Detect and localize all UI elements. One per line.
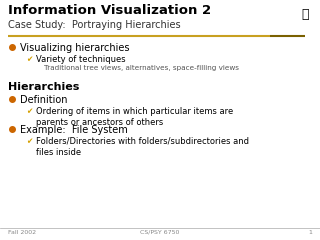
- Text: 🐝: 🐝: [301, 8, 309, 21]
- Text: Fall 2002: Fall 2002: [8, 230, 36, 235]
- Text: Hierarchies: Hierarchies: [8, 82, 79, 92]
- Text: ✔: ✔: [26, 137, 32, 146]
- Text: Visualizing hierarchies: Visualizing hierarchies: [20, 43, 130, 53]
- Text: ✔: ✔: [26, 107, 32, 116]
- Text: Example:  File System: Example: File System: [20, 125, 128, 135]
- Text: CS/PSY 6750: CS/PSY 6750: [140, 230, 180, 235]
- Text: Traditional tree views, alternatives, space-filling views: Traditional tree views, alternatives, sp…: [44, 65, 239, 71]
- Text: Ordering of items in which particular items are
parents or ancestors of others: Ordering of items in which particular it…: [36, 107, 233, 127]
- Text: Case Study:  Portraying Hierarchies: Case Study: Portraying Hierarchies: [8, 20, 180, 30]
- Text: Variety of techniques: Variety of techniques: [36, 55, 126, 64]
- Text: Information Visualization 2: Information Visualization 2: [8, 4, 211, 17]
- Text: Definition: Definition: [20, 95, 68, 105]
- Text: ✔: ✔: [26, 55, 32, 64]
- Text: 1: 1: [308, 230, 312, 235]
- Text: Folders/Directories with folders/subdirectories and
files inside: Folders/Directories with folders/subdire…: [36, 137, 249, 157]
